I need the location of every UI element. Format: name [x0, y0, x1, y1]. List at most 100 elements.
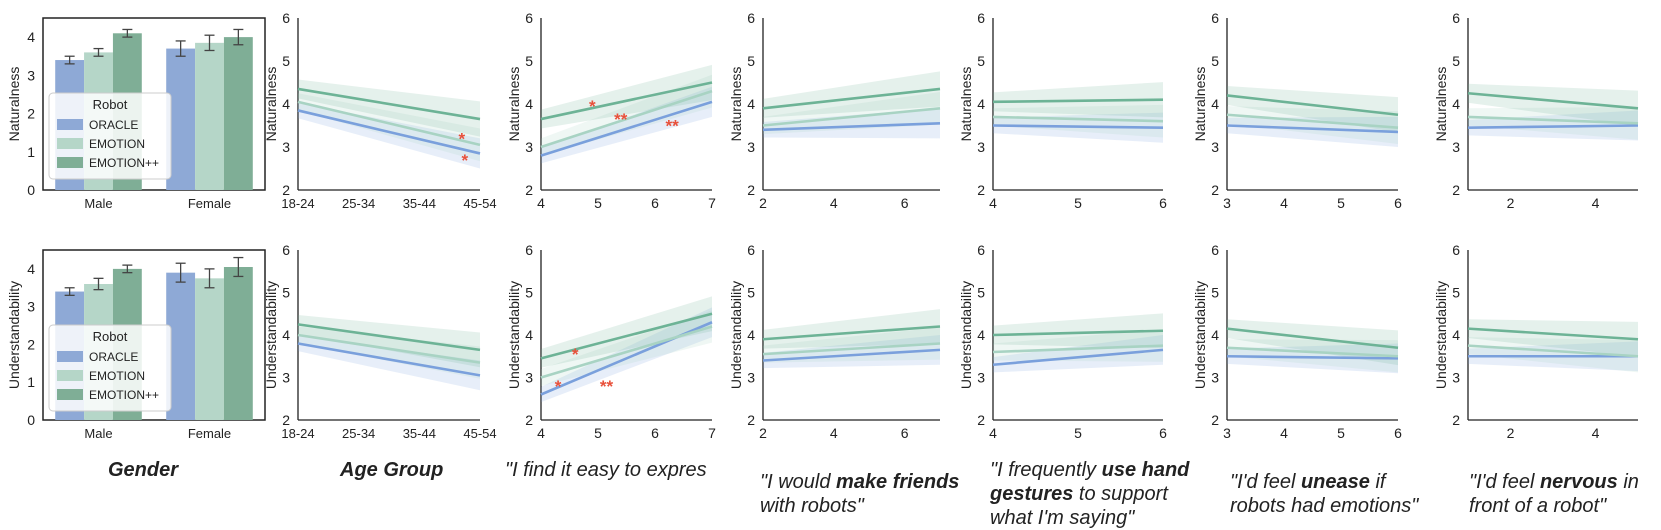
caption-text: "I would [760, 471, 837, 493]
y-tick-label: 6 [282, 242, 290, 258]
y-tick-label: 6 [525, 10, 533, 26]
y-tick-label: 6 [1452, 242, 1460, 258]
confidence-band [1468, 107, 1638, 140]
x-tick-label: 45-54 [463, 426, 496, 441]
bar [195, 42, 224, 190]
caption-text: "I frequently [990, 459, 1102, 481]
x-tick-label: 4 [830, 195, 838, 211]
chart-panel: Naturalness 2 3 4 5 6 2 4 [1433, 10, 1639, 211]
y-tick-label: 5 [977, 285, 985, 301]
x-tick-label: 4 [1280, 425, 1288, 441]
y-tick-label: 4 [1211, 327, 1219, 343]
x-tick-label: 45-54 [463, 196, 496, 211]
y-tick-label: 5 [525, 285, 533, 301]
regression-line [297, 87, 481, 121]
x-tick-label: 5 [594, 195, 602, 211]
x-tick-label: 2 [1507, 425, 1515, 441]
x-tick-label: 18-24 [281, 196, 314, 211]
x-tick-label: Female [188, 196, 231, 211]
y-tick-label: 3 [525, 370, 533, 386]
significance-star: ** [614, 110, 628, 129]
y-tick-label: 6 [977, 10, 985, 26]
y-axis-label: Naturalness [6, 67, 22, 142]
confidence-band [993, 313, 1163, 349]
y-tick-label: 5 [1452, 285, 1460, 301]
regression-line [1226, 124, 1399, 134]
bar [195, 278, 224, 420]
caption-age-group: Age Group [340, 458, 490, 482]
chart-panel: Understandability 2 3 4 5 6 2 4 [1433, 242, 1639, 441]
y-tick-label: 1 [27, 374, 35, 390]
confidence-band [1227, 106, 1398, 144]
caption-hand-gestures: "I frequently use hand gestures to suppo… [990, 458, 1200, 530]
y-tick-label: 2 [27, 336, 35, 352]
significance-star: ** [665, 117, 679, 136]
y-tick-label: 6 [747, 242, 755, 258]
x-tick-label: 5 [1337, 425, 1345, 441]
regression-line [1467, 344, 1639, 358]
x-tick-label: 4 [830, 425, 838, 441]
y-tick-label: 2 [525, 182, 533, 198]
caption-gender: Gender [108, 458, 258, 482]
x-tick-label: 35-44 [403, 426, 436, 441]
x-tick-label: 6 [651, 425, 659, 441]
regression-line [762, 122, 941, 132]
regression-line [540, 100, 713, 157]
y-tick-label: 3 [525, 139, 533, 155]
y-tick-label: 5 [1211, 53, 1219, 69]
y-tick-label: 6 [1211, 242, 1219, 258]
y-tick-label: 6 [525, 242, 533, 258]
legend-swatch [57, 351, 83, 362]
regression-line [762, 325, 941, 341]
y-tick-label: 2 [747, 182, 755, 198]
y-tick-label: 4 [282, 327, 290, 343]
chart-panel: Naturalness 0 1 2 3 4 Male Female Robot ORACLE EMO… [6, 17, 266, 211]
y-tick-label: 5 [525, 53, 533, 69]
caption-text: with robots" [760, 495, 864, 517]
regression-line [1226, 354, 1399, 360]
x-tick-label: 5 [594, 425, 602, 441]
y-axis-label: Understandability [6, 281, 22, 389]
y-tick-label: 2 [1452, 182, 1460, 198]
regression-line [540, 89, 713, 149]
caption-text: use hand gestures [990, 459, 1190, 505]
legend-swatch [57, 389, 83, 400]
y-tick-label: 4 [977, 327, 985, 343]
legend-label: ORACLE [89, 350, 138, 364]
significance-star: * [589, 97, 596, 116]
y-tick-label: 3 [1211, 370, 1219, 386]
y-tick-label: 5 [1211, 285, 1219, 301]
regression-line [297, 323, 481, 352]
x-tick-label: 25-34 [342, 426, 375, 441]
chart-panel: Understandability 2 3 4 5 6 2 4 6 [728, 242, 941, 441]
regression-line [992, 344, 1164, 354]
x-tick-label: 4 [537, 195, 545, 211]
caption-text: in front of a robot" [1469, 471, 1639, 517]
regression-line [540, 312, 713, 360]
legend-swatch [57, 370, 83, 381]
y-axis-label: Understandability [1192, 281, 1208, 389]
regression-line [1226, 346, 1399, 358]
regression-line [992, 348, 1164, 367]
y-axis-label: Understandability [958, 281, 974, 389]
regression-line [992, 98, 1164, 104]
x-tick-label: 6 [1159, 195, 1167, 211]
regression-line [992, 329, 1164, 337]
y-axis-label: Naturalness [263, 67, 279, 142]
y-axis-label: Naturalness [1192, 67, 1208, 142]
significance-star: * [458, 129, 465, 148]
y-tick-label: 3 [1211, 139, 1219, 155]
y-axis-label: Naturalness [728, 67, 744, 142]
confidence-band [541, 64, 712, 129]
regression-line [297, 100, 481, 147]
x-tick-label: 5 [1074, 195, 1082, 211]
y-tick-label: 5 [282, 53, 290, 69]
regression-line [297, 342, 481, 377]
x-tick-label: 3 [1223, 195, 1231, 211]
y-tick-label: 2 [525, 412, 533, 428]
x-tick-label: 4 [989, 425, 997, 441]
x-tick-label: 6 [1394, 195, 1402, 211]
y-tick-label: 0 [27, 412, 35, 428]
